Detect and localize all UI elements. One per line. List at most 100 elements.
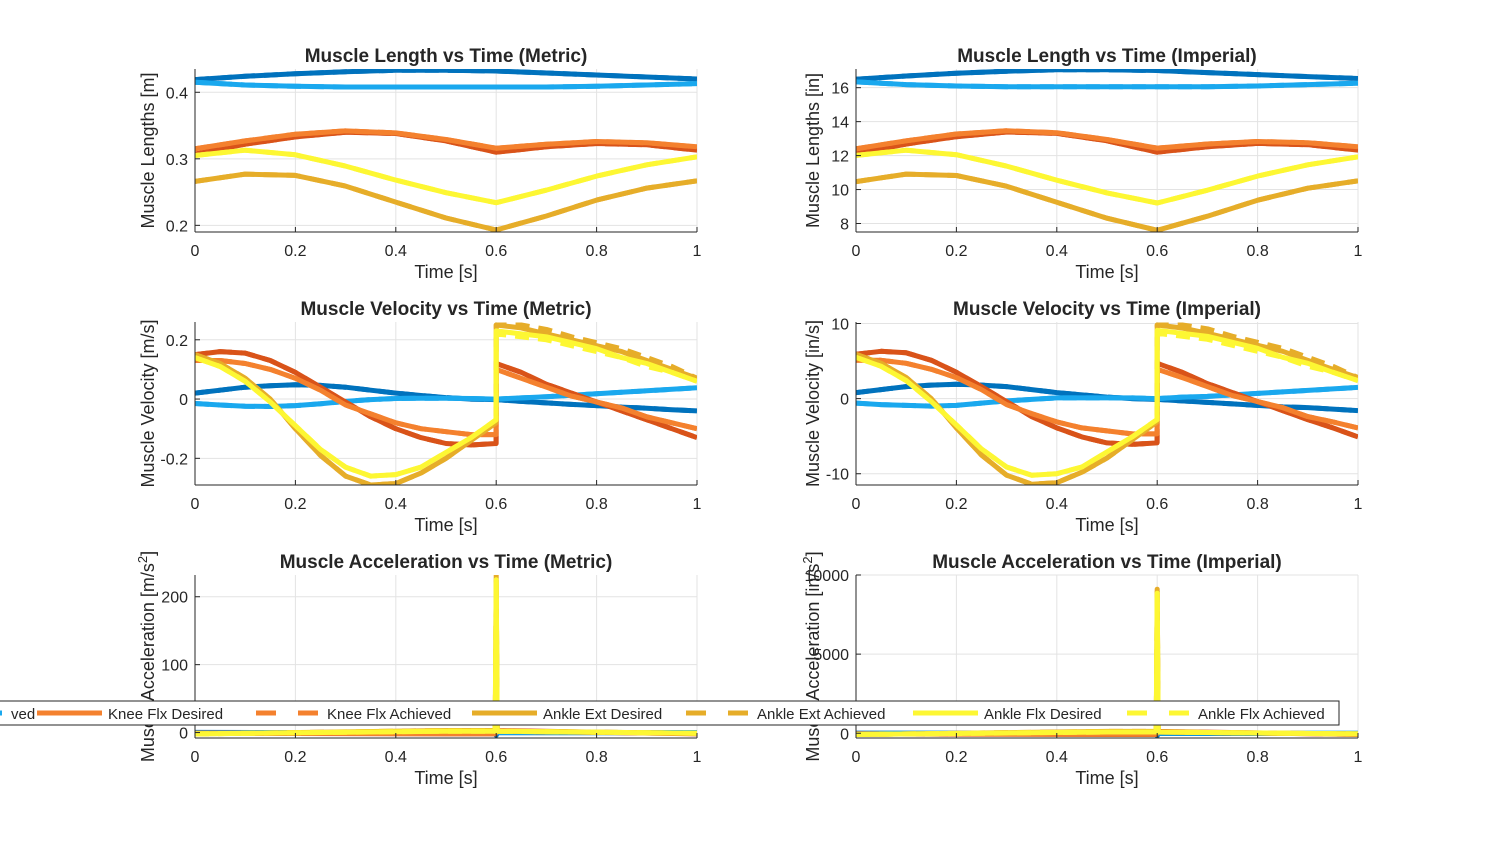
y-tick-label: 200 (161, 590, 188, 607)
x-tick-label: 0.2 (945, 749, 967, 766)
x-tick-label: 0.4 (1046, 496, 1068, 513)
x-tick-label: 0.4 (385, 496, 407, 513)
y-tick-label: 0 (179, 726, 188, 743)
y-tick-label: -10 (826, 467, 849, 484)
series-line-ankle-flx-achieved (195, 580, 697, 737)
y-axis-label-superscript: 2 (800, 556, 815, 563)
y-tick-label: 10 (831, 317, 849, 334)
y-tick-label: -0.2 (160, 451, 188, 468)
grid (194, 69, 698, 232)
y-axis-label: Muscle Lengths [m] (138, 72, 158, 228)
y-axis-label-main: Muscle Acceleration [in/s (803, 564, 823, 762)
series-line-ankle-ext-achieved (195, 171, 697, 232)
series-line-hip-flx-achieved (856, 384, 1358, 409)
y-tick-label: 10 (831, 183, 849, 200)
series-line-ankle-flx-achieved (195, 331, 697, 479)
x-tick-label: 0.8 (1246, 749, 1268, 766)
legend-entry: Knee Flx Achieved (256, 706, 451, 723)
y-axis-label: Muscle Acceleration [in/s2] (800, 551, 823, 761)
series-group (856, 69, 1358, 232)
x-tick-label: 0.8 (1246, 496, 1268, 513)
x-tick-label: 0.4 (385, 749, 407, 766)
y-tick-label: 10000 (805, 568, 850, 585)
x-tick-label: 0 (191, 496, 200, 513)
legend-entry: Ankle Flx Achieved (1127, 706, 1325, 723)
y-axis-label: Muscle Velocity [in/s] (803, 320, 823, 487)
y-tick-label: 0.3 (166, 152, 188, 169)
x-tick-label: 0.6 (485, 496, 507, 513)
legend-entry: Ankle Ext Desired (472, 706, 662, 723)
legend-label: Ankle Ext Desired (543, 706, 662, 723)
plot-area (195, 69, 697, 232)
y-tick-label: 0 (840, 726, 849, 743)
legend-entry: Ankle Flx Desired (913, 706, 1102, 723)
chart-title: Muscle Velocity vs Time (Metric) (300, 299, 591, 320)
series-line-knee-flx-achieved (856, 128, 1358, 152)
y-tick-label: 0 (179, 392, 188, 409)
y-tick-label: 5000 (813, 647, 849, 664)
x-axis-label: Time [s] (1075, 768, 1138, 788)
chart-title: Muscle Velocity vs Time (Imperial) (953, 299, 1261, 320)
x-tick-label: 0.2 (284, 496, 306, 513)
x-tick-label: 0 (191, 243, 200, 260)
x-tick-label: 0.6 (1146, 243, 1168, 260)
x-tick-label: 1 (693, 496, 702, 513)
y-axis-label-end: ] (138, 551, 158, 556)
series-line-hip-flx-achieved (195, 385, 697, 409)
series-line-hip-ext-achieved (856, 69, 1358, 82)
y-tick-label: 0 (840, 392, 849, 409)
y-axis-label: Muscle Lengths [in] (803, 73, 823, 228)
chart-title: Muscle Length vs Time (Imperial) (957, 46, 1257, 67)
axes-length-imperial: 0 0.2 0.4 0.6 0.8 1 8 10 12 14 16 Muscle Length vs … (803, 46, 1363, 282)
series-group (195, 69, 697, 232)
legend: ved Knee Flx Desired Knee Flx Achieved Ankl… (0, 700, 1340, 726)
legend-label: Ankle Flx Achieved (1198, 706, 1325, 723)
axes-velocity-metric: 0 0.2 0.4 0.6 0.8 1 -0.2 0 0.2 Muscle Velocity vs… (138, 299, 702, 535)
x-axis-label: Time [s] (414, 262, 477, 282)
y-axis-label: Muscle Acceleration [m/s2] (135, 551, 158, 762)
plot-area (856, 69, 1358, 232)
series-line-knee-flx-achieved (195, 358, 697, 438)
x-tick-label: 1 (693, 749, 702, 766)
x-tick-label: 0.6 (485, 749, 507, 766)
x-tick-label: 0.4 (1046, 749, 1068, 766)
x-tick-label: 0.8 (1246, 243, 1268, 260)
y-tick-label: 14 (831, 115, 849, 132)
x-tick-label: 0.2 (945, 496, 967, 513)
x-axis-label: Time [s] (414, 768, 477, 788)
x-tick-label: 1 (1354, 496, 1363, 513)
x-tick-label: 0.6 (1146, 496, 1168, 513)
legend-label: Ankle Ext Achieved (757, 706, 885, 723)
x-axis-label: Time [s] (1075, 262, 1138, 282)
series-line-ankle-flx-achieved (856, 147, 1358, 206)
y-axis-label-main: Muscle Acceleration [m/s (138, 563, 158, 762)
series-line-ankle-ext-achieved (856, 322, 1358, 485)
legend-box (0, 700, 1340, 726)
legend-entry: Knee Flx Desired (37, 706, 223, 723)
series-line-knee-flx-achieved (856, 357, 1358, 437)
legend-label: Knee Flx Achieved (327, 706, 451, 723)
chart-title: Muscle Length vs Time (Metric) (305, 46, 588, 67)
x-axis-label: Time [s] (414, 515, 477, 535)
x-tick-label: 1 (693, 243, 702, 260)
x-tick-label: 0 (852, 243, 861, 260)
series-line-hip-flx-achieved (856, 79, 1358, 90)
x-tick-label: 0.4 (385, 243, 407, 260)
legend-label: Knee Flx Desired (108, 706, 223, 723)
x-tick-label: 0.6 (1146, 749, 1168, 766)
x-tick-label: 0.8 (585, 749, 607, 766)
x-tick-label: 1 (1354, 243, 1363, 260)
series-line-ankle-flx-achieved (195, 147, 697, 206)
series-line-hip-ext-achieved (195, 69, 697, 83)
x-tick-label: 0.2 (284, 243, 306, 260)
y-tick-label: 8 (840, 217, 849, 234)
series-line-ankle-flx-achieved (856, 593, 1358, 737)
legend-entry: ved (0, 706, 35, 723)
y-tick-label: 0.2 (166, 218, 188, 235)
x-tick-label: 0.2 (284, 749, 306, 766)
y-axis-label: Muscle Velocity [m/s] (138, 319, 158, 487)
x-tick-label: 0 (191, 749, 200, 766)
